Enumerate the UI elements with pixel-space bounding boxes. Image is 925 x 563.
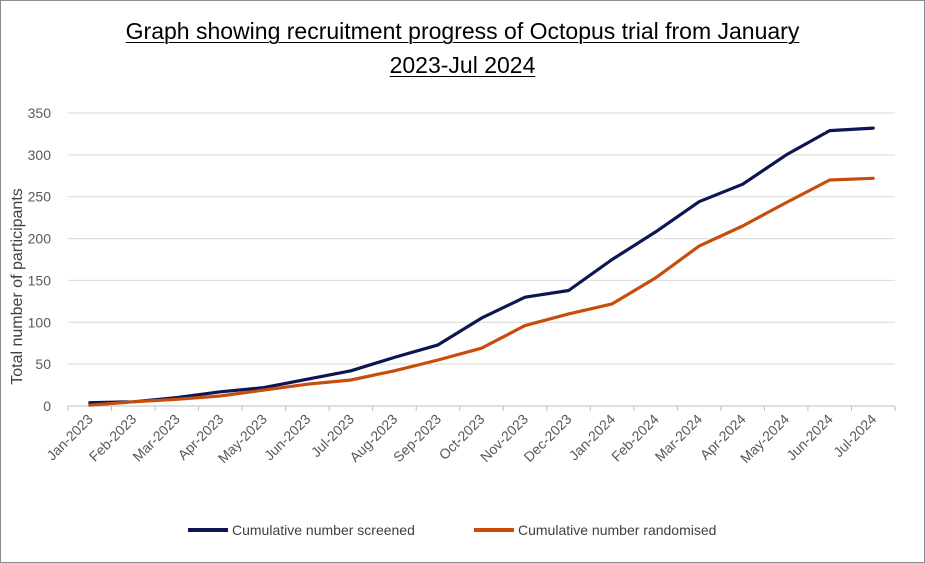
y-tick-label: 250 — [28, 189, 52, 205]
series-line-screened — [88, 126, 875, 405]
series-lines — [88, 126, 875, 407]
x-tick-label: Dec-2023 — [520, 411, 574, 465]
gridlines — [68, 112, 895, 365]
legend-swatch-screened — [188, 528, 228, 532]
y-tick-label: 100 — [28, 314, 52, 330]
axes: 050100150200250300350Jan-2023Feb-2023Mar… — [28, 105, 896, 466]
x-tick-label: Jul-2024 — [830, 411, 879, 460]
legend-label-randomised: Cumulative number randomised — [518, 522, 717, 538]
y-tick-label: 200 — [28, 231, 52, 247]
legend-item-screened: Cumulative number screened — [188, 522, 415, 538]
x-tick-label: Sep-2023 — [390, 411, 444, 465]
legend-item-randomised: Cumulative number randomised — [474, 522, 716, 538]
series-line-randomised — [88, 176, 875, 407]
y-tick-label: 300 — [28, 147, 52, 163]
x-tick-label: Jun-2024 — [783, 411, 836, 464]
chart-title-line-2: 2023-Jul 2024 — [389, 52, 536, 78]
y-axis-label: Total number of participants — [9, 188, 26, 385]
chart-title: Graph showing recruitment progress of Oc… — [0, 14, 925, 82]
legend-label-screened: Cumulative number screened — [232, 522, 415, 538]
legend: Cumulative number screened Cumulative nu… — [0, 522, 925, 546]
x-tick-label: Mar-2024 — [652, 411, 706, 465]
y-tick-label: 0 — [43, 398, 51, 414]
legend-swatch-randomised — [474, 528, 514, 532]
y-tick-label: 350 — [28, 105, 52, 121]
chart-title-line-1: Graph showing recruitment progress of Oc… — [125, 18, 800, 44]
x-tick-label: Jun-2023 — [261, 411, 314, 464]
x-tick-label: Mar-2023 — [129, 411, 183, 465]
y-tick-label: 150 — [28, 272, 52, 288]
y-tick-label: 50 — [35, 356, 51, 372]
